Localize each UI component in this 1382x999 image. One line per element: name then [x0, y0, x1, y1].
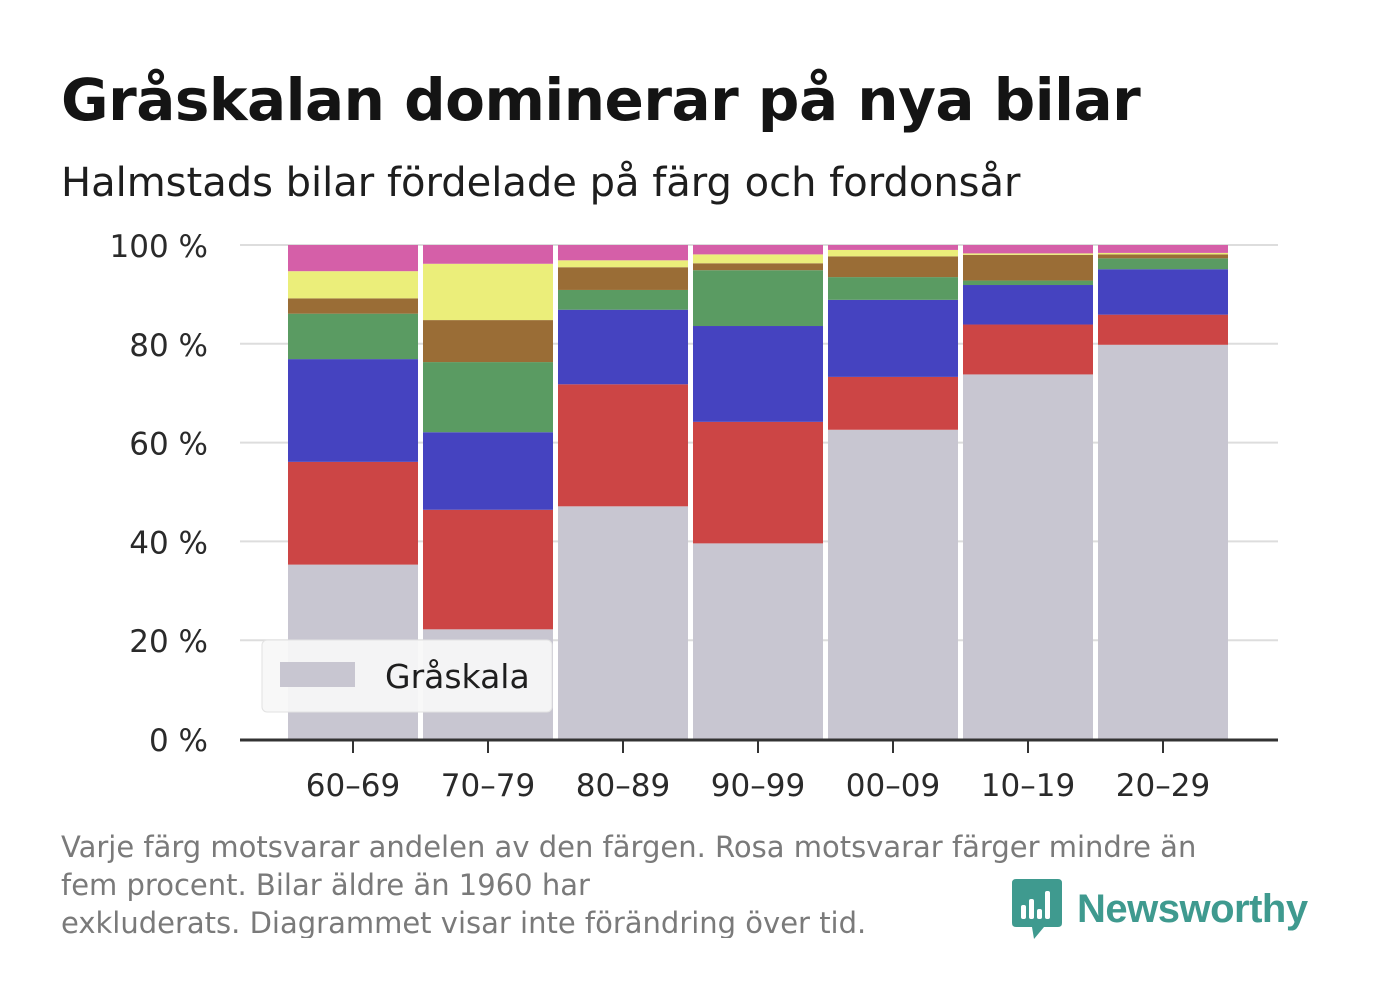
footnote: Varje färg motsvarar andelen av den färg…: [61, 828, 1301, 938]
bar-segment: [693, 254, 823, 264]
bar-segment: [963, 280, 1093, 286]
bar-segment: [288, 245, 418, 272]
bar-segment: [1098, 258, 1228, 270]
bar-segment: [423, 320, 553, 363]
footnote-line-1: Varje färg motsvarar andelen av den färg…: [61, 830, 1197, 864]
x-tick-label: 20–29: [1116, 768, 1210, 804]
x-tick-label: 80–89: [576, 768, 670, 804]
y-tick-label: 40 %: [129, 525, 208, 561]
bar-segment: [963, 285, 1093, 325]
bar-segment: [423, 263, 553, 321]
bar-segment: [693, 270, 823, 327]
bar-segment: [963, 254, 1093, 281]
x-tick-label: 90–99: [711, 768, 805, 804]
footnote-line-3: exkluderats. Diagrammet visar inte förän…: [61, 906, 867, 938]
bar-segment: [693, 543, 823, 739]
bar-segment: [963, 324, 1093, 375]
bar-segment: [1098, 269, 1228, 315]
bar-segment: [558, 260, 688, 268]
legend-swatch: [280, 662, 355, 687]
bar-segment: [558, 289, 688, 310]
bar-segment: [693, 245, 823, 255]
bar-segment: [423, 245, 553, 264]
bar-segment: [288, 271, 418, 299]
bar-segment: [288, 298, 418, 314]
bar-segment: [828, 277, 958, 300]
axes: 0 % 20 % 40 % 60 % 80 % 100 % 60–69 70–79 80–89 9…: [110, 229, 1278, 804]
bar-segment: [558, 384, 688, 507]
bar-segment: [828, 256, 958, 278]
x-tick-label: 70–79: [441, 768, 535, 804]
bar-segment: [1098, 252, 1228, 255]
legend-label: Gråskala: [385, 657, 530, 696]
bar-segment: [558, 245, 688, 261]
chart-title: Gråskalan dominerar på nya bilar: [61, 66, 1141, 134]
bar-segment: [963, 253, 1093, 255]
bar-segment: [558, 506, 688, 739]
bar-segment: [693, 421, 823, 544]
x-tick-label: 10–19: [981, 768, 1075, 804]
bar-segment: [693, 263, 823, 271]
legend-box: [261, 639, 553, 713]
bar-segment: [558, 267, 688, 290]
bar-segment: [423, 509, 553, 630]
y-tick-label: 60 %: [129, 427, 208, 463]
bar-segment: [828, 429, 958, 739]
bar-segment: [1098, 314, 1228, 345]
brand-name: Newsworthy: [1077, 886, 1308, 931]
x-tick-label: 60–69: [306, 768, 400, 804]
y-tick-label: 0 %: [149, 723, 208, 759]
bar-segment: [1098, 245, 1228, 253]
bar-segment: [1098, 344, 1228, 739]
bar-segment: [693, 326, 823, 422]
footnote-line-2: fem procent. Bilar äldre än 1960 har: [61, 868, 590, 902]
chart-subtitle: Halmstads bilar fördelade på färg och fo…: [61, 160, 1021, 206]
newsworthy-logo-icon: [1012, 879, 1062, 939]
bar-segment: [1098, 254, 1228, 259]
bar-segment: [558, 309, 688, 385]
bar-segment: [963, 374, 1093, 739]
bar-segment: [828, 299, 958, 377]
bar-segment: [288, 461, 418, 565]
bar-segment: [963, 245, 1093, 254]
legend: Gråskala: [261, 639, 553, 713]
bar-segment: [828, 249, 958, 257]
x-tick-label: 00–09: [846, 768, 940, 804]
bar-segment: [288, 359, 418, 462]
bar-segment: [828, 245, 958, 250]
bar-segment: [288, 313, 418, 360]
y-tick-label: 100 %: [110, 229, 208, 265]
y-tick-label: 20 %: [129, 624, 208, 660]
brand-logo: Newsworthy: [1012, 879, 1308, 939]
y-tick-label: 80 %: [129, 328, 208, 364]
bar-segment: [423, 432, 553, 510]
bar-segment: [423, 362, 553, 433]
bar-segment: [828, 376, 958, 430]
